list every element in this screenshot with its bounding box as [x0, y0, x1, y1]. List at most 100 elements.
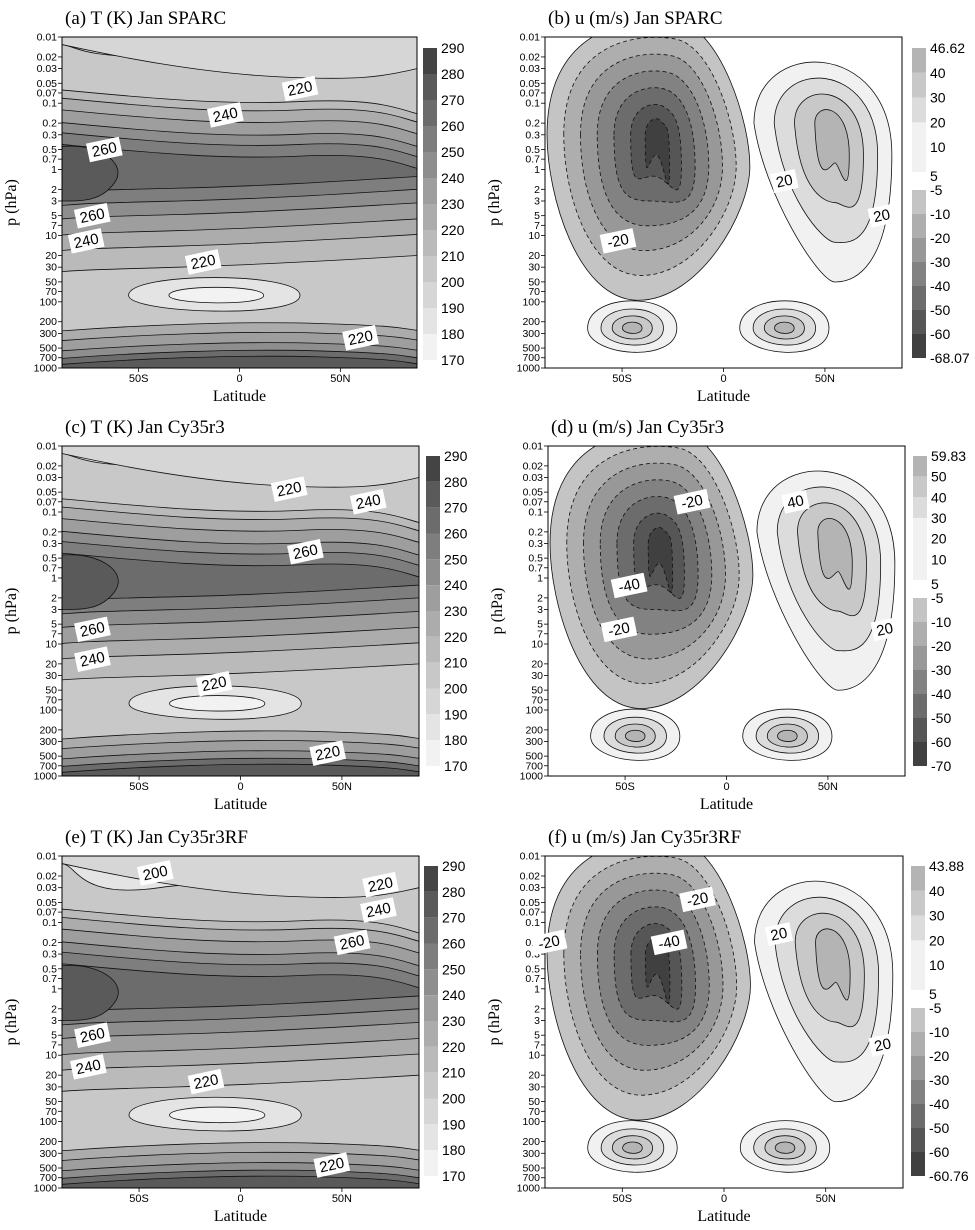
contour-label-text: 220 [200, 673, 228, 695]
y-tick-label: 200 [525, 724, 543, 736]
colorbar-label: 46.62 [930, 40, 965, 56]
contour-label: 240 [360, 897, 397, 923]
contour-label: -20 [530, 929, 568, 956]
x-tick-label: 50N [330, 373, 350, 385]
colorbar-label: 40 [931, 489, 947, 505]
y-tick-label: 0.03 [37, 472, 58, 484]
colorbar-label: 190 [442, 1116, 466, 1132]
x-axis-label: Latitude [700, 796, 753, 813]
contour-label-text: 260 [79, 619, 107, 641]
contour-label-text: -40 [617, 575, 642, 596]
contour-field [62, 446, 419, 776]
y-tick-label: 50 [45, 276, 57, 288]
contour-label-text: -20 [607, 619, 632, 640]
y-tick-label: 20 [531, 658, 543, 670]
y-tick-label: 1 [534, 164, 540, 176]
x-tick-label: 50S [129, 781, 149, 793]
y-tick-label: 700 [39, 352, 57, 364]
contour-label-box [85, 136, 123, 163]
colorbar-label: 30 [931, 510, 947, 526]
x-tick-label: 0 [237, 1193, 243, 1205]
temperature-band [62, 355, 417, 368]
y-tick-label: 1 [51, 573, 57, 585]
colorbar-label: 200 [442, 1091, 466, 1107]
colorbar-cell [913, 670, 927, 694]
y-tick-label: 30 [528, 262, 540, 274]
colorbar-label: -68.07 [930, 350, 970, 366]
contour-label-text: 40 [786, 492, 806, 512]
y-tick-label: 0.7 [42, 154, 57, 166]
panel-a: (a) T (K) Jan SPARC0.010.020.030.050.070… [3, 8, 465, 405]
contour-label-box [333, 929, 371, 956]
contour-label-text: 220 [318, 1155, 346, 1177]
colorbar-cell [424, 917, 438, 944]
colorbar-label: 20 [930, 114, 946, 130]
y-tick-label: 2 [51, 592, 57, 604]
y-tick-label: 1000 [517, 1183, 541, 1195]
contour-label: -20 [600, 616, 638, 643]
temperature-band [62, 965, 119, 1021]
tropospheric-jet-contour [774, 321, 795, 334]
contour-label-text: 20 [875, 620, 895, 640]
y-tick-label: 300 [39, 328, 57, 340]
colorbar-cell [912, 72, 926, 98]
tropospheric-jet-contour [622, 1141, 643, 1154]
y-tick-label: 1 [51, 164, 57, 176]
colorbar-label: 43.88 [929, 858, 964, 874]
y-tick-label: 0.07 [520, 87, 541, 99]
y-tick-label: 3 [51, 1015, 57, 1027]
y-tick-label: 20 [45, 250, 57, 262]
panel-title: (f) u (m/s) Jan Cy35r3RF [548, 827, 741, 848]
colorbar-label: -60 [930, 326, 950, 342]
y-tick-label: 0.1 [42, 98, 57, 110]
colorbar-label: 5 [930, 168, 938, 184]
contour-label-box [281, 75, 319, 102]
colorbar-label: 190 [441, 300, 465, 316]
contour-label-text: 220 [275, 479, 303, 501]
colorbar-cell [912, 147, 926, 172]
colorbar-cell [913, 742, 927, 766]
colorbar-cell [423, 308, 437, 334]
contour-label-text: 240 [79, 649, 107, 671]
contour-label-box [362, 871, 399, 898]
x-tick-label: 50N [332, 1193, 352, 1205]
colorbar-label: 170 [442, 1168, 466, 1184]
y-tick-label: 0.01 [520, 851, 541, 863]
temperature-band [169, 695, 266, 712]
x-axis-label: Latitude [697, 388, 750, 405]
y-tick-label: 0.02 [37, 460, 58, 472]
colorbar-label: 5 [929, 986, 937, 1002]
colorbar-cell [912, 122, 926, 148]
temperature-band [62, 963, 419, 1013]
colorbar-label: -20 [929, 1048, 949, 1064]
colorbar: 46.62 40 30 20 10 5-5 -10 -20 -30 -40 -50 -60 -68.07 [912, 40, 970, 366]
colorbar-label: 40 [929, 883, 945, 899]
colorbar: 290 280 270 260 250 240 230 220 210 200 190 180 170 [426, 448, 468, 774]
contour-label-text: 20 [769, 925, 789, 945]
panel-f: (f) u (m/s) Jan Cy35r3RF 0.01 0.020.03 0.05… [486, 827, 969, 1225]
panel-title: (e) T (K) Jan Cy35r3RF [65, 827, 248, 848]
colorbar-label: 240 [444, 577, 468, 593]
y-tick-label: 0.05 [37, 487, 58, 499]
panel-b: (b) u (m/s) Jan SPARC 0.01 0.020.03 0.050.0… [486, 8, 970, 405]
colorbar-cell [426, 714, 440, 741]
y-tick-label: 0.03 [37, 882, 58, 894]
contour-label: 220 [184, 249, 222, 275]
contour-label: -20 [679, 886, 716, 913]
contour-label-text: -40 [657, 932, 682, 953]
colorbar-cell [424, 969, 438, 996]
colorbar-label: 180 [442, 1142, 466, 1158]
colorbar-cell [911, 1104, 925, 1128]
y-axis-label: p (hPa) [3, 588, 20, 635]
y-tick-label: 70 [528, 1106, 540, 1118]
y-tick-label: 0.02 [37, 51, 58, 63]
colorbar-cell [913, 476, 927, 498]
temperature-band [62, 37, 417, 79]
colorbar-cell [911, 1152, 925, 1176]
colorbar-cell [426, 507, 440, 534]
y-tick-label: 3 [534, 1015, 540, 1027]
colorbar-cell [911, 1032, 925, 1056]
contour-label-text: 220 [367, 874, 395, 896]
y-axis-label: p (hPa) [486, 999, 503, 1046]
colorbar-label: -60.76 [929, 1168, 969, 1184]
